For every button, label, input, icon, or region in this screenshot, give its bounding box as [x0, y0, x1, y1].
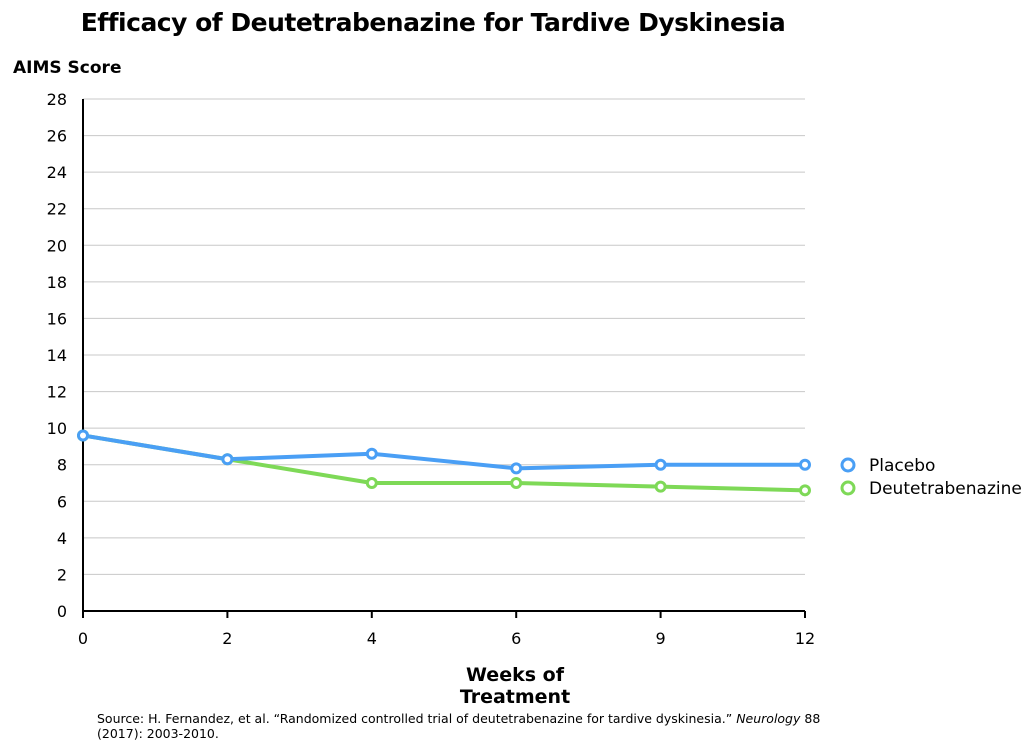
y-tick-label: 20 — [47, 236, 67, 255]
data-point — [799, 484, 811, 497]
y-tick-label: 2 — [57, 565, 67, 584]
data-point — [510, 477, 523, 489]
y-tick-label: 8 — [57, 456, 67, 475]
y-tick-label: 10 — [47, 419, 67, 438]
y-tick-label: 6 — [57, 492, 67, 511]
data-point — [365, 447, 378, 460]
data-point — [221, 453, 234, 466]
x-tick-label: 9 — [656, 629, 666, 648]
y-tick-label: 12 — [47, 383, 67, 402]
source-citation: Source: H. Fernandez, et al. “Randomized… — [97, 711, 857, 741]
x-tick-label: 6 — [511, 629, 521, 648]
legend-marker — [840, 480, 856, 496]
data-point — [654, 458, 667, 471]
legend: Placebo Deutetrabenazine — [840, 456, 1022, 499]
y-tick-label: 28 — [47, 90, 67, 109]
x-tick-label: 0 — [78, 629, 88, 648]
y-tick-label: 0 — [57, 602, 67, 621]
legend-label: Deutetrabenazine — [869, 479, 1022, 499]
data-point — [510, 462, 523, 475]
data-point — [77, 429, 89, 442]
y-tick-label: 14 — [47, 346, 67, 365]
series-lines — [82, 433, 806, 493]
series-points — [77, 429, 811, 497]
y-tick-label: 18 — [47, 273, 67, 292]
y-tick-label: 22 — [47, 200, 67, 219]
y-tick-label: 26 — [47, 127, 67, 146]
y-tick-label: 4 — [57, 529, 67, 548]
series-line-0 — [82, 433, 805, 471]
grid-lines — [83, 98, 805, 575]
y-tick-label: 16 — [47, 309, 67, 328]
legend-label: Placebo — [869, 456, 935, 476]
source-journal: Neurology — [736, 711, 801, 726]
x-tick-label: 12 — [795, 629, 815, 648]
data-point — [365, 477, 378, 489]
data-point — [654, 480, 667, 493]
y-tick-label: 24 — [47, 163, 67, 182]
chart-title: Efficacy of Deutetrabenazine for Tardive… — [80, 8, 786, 37]
x-tick-label: 4 — [367, 629, 377, 648]
legend-marker — [840, 457, 856, 473]
source-suffix: 88 (2017): 2003-2010. — [97, 711, 821, 741]
source-prefix: Source: H. Fernandez, et al. “Randomized… — [97, 711, 733, 726]
y-axis-label: AIMS Score — [13, 58, 122, 78]
x-tick-label: 2 — [222, 629, 232, 648]
axes — [82, 99, 806, 618]
data-point — [799, 458, 811, 471]
x-axis-label: Weeks of Treatment — [459, 664, 571, 708]
x-tick-labels: 0 2 4 6 9 12 — [78, 629, 815, 648]
